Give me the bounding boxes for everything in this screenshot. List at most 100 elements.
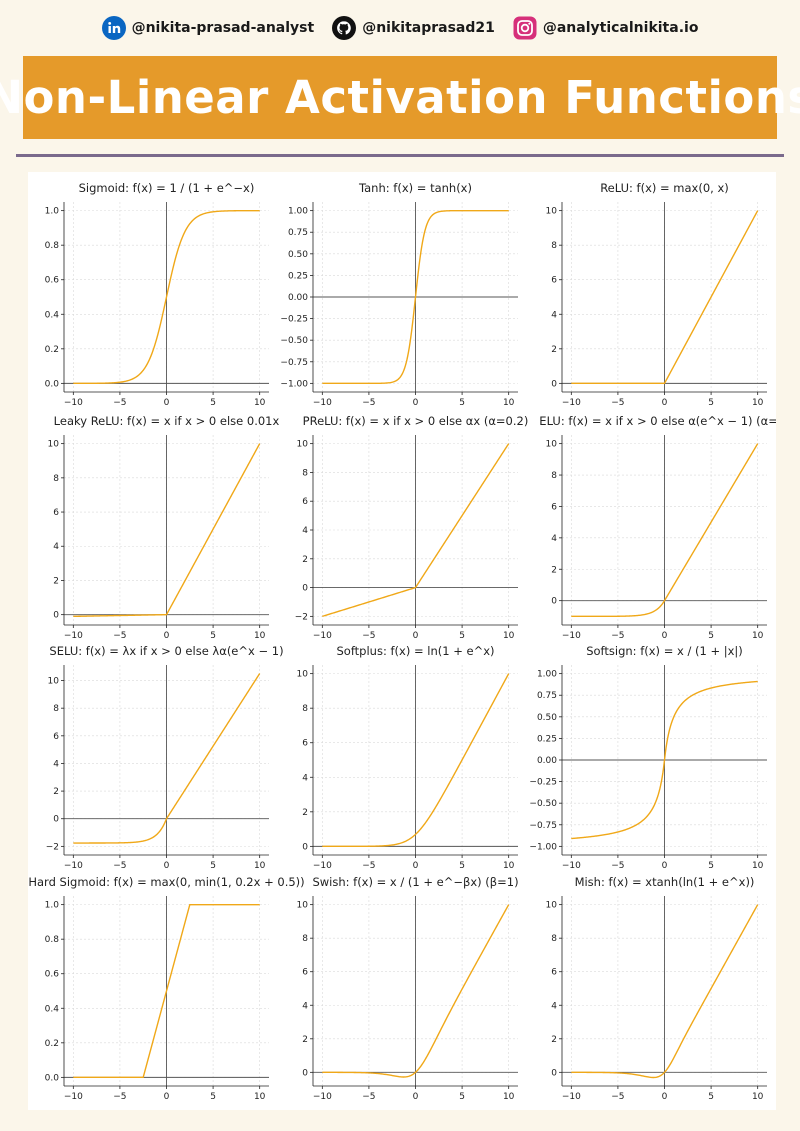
x-tick-label: 5 [708, 398, 714, 408]
y-tick-label: 4 [551, 1001, 557, 1011]
x-tick-label: 0 [164, 631, 170, 641]
x-tick-label: −5 [113, 631, 126, 641]
x-tick-label: 0 [413, 861, 419, 871]
x-tick-label: −5 [611, 398, 624, 408]
x-tick-label: −5 [362, 1092, 375, 1102]
y-tick-label: 6 [551, 276, 557, 286]
activation-curve [571, 904, 759, 1079]
x-tick-label: 5 [708, 861, 714, 871]
y-tick-label: 0.50 [288, 250, 308, 260]
instagram-link[interactable]: @analyticalnikita.io [513, 16, 698, 40]
x-tick-label: −10 [64, 1092, 83, 1102]
y-tick-label: 0.00 [288, 293, 308, 303]
activation-charts-grid: −10 −5 0 5 10 0.0 0.2 0.4 0.6 0.8 1.0 Sigmoid: f(x)… [28, 181, 776, 1102]
y-tick-label: 1.0 [45, 207, 60, 217]
y-tick-label: 0.4 [45, 1004, 60, 1014]
y-tick-label: −0.50 [280, 336, 308, 346]
y-tick-label: 4 [302, 773, 308, 783]
y-tick-label: 0.8 [45, 935, 60, 945]
chart-softplus: −10 −5 0 5 10 0 2 4 6 8 10 Softplus: f(x) = ln(1 + … [297, 644, 518, 871]
x-tick-label: −10 [313, 631, 332, 641]
page-title: Non-Linear Activation Functions [0, 71, 800, 124]
x-tick-label: −5 [362, 861, 375, 871]
y-tick-label: 4 [53, 542, 59, 552]
y-tick-label: 0 [53, 815, 59, 825]
y-tick-label: 6 [551, 968, 557, 978]
activation-curve [571, 210, 759, 385]
y-tick-label: 10 [546, 440, 558, 450]
x-tick-label: 10 [503, 861, 515, 871]
x-tick-label: 10 [503, 1092, 515, 1102]
y-tick-label: 0 [302, 1068, 308, 1078]
y-tick-label: 0.50 [537, 713, 557, 723]
y-tick-label: 8 [551, 471, 557, 481]
activation-curve [322, 209, 509, 385]
y-tick-label: 4 [302, 1001, 308, 1011]
y-tick-label: 4 [551, 534, 557, 544]
x-tick-label: 5 [210, 861, 216, 871]
chart-tanh: −10 −5 0 5 10 −1.00 −0.75 −0.50 −0.25 0.00 0.25 0.5… [280, 181, 518, 408]
y-tick-label: 6 [53, 508, 59, 518]
x-tick-label: −5 [362, 631, 375, 641]
chart-title: Hard Sigmoid: f(x) = max(0, min(1, 0.2x … [28, 875, 304, 889]
y-tick-label: 8 [302, 704, 308, 714]
y-tick-label: 0 [53, 611, 59, 621]
y-tick-label: 8 [302, 468, 308, 478]
y-tick-label: −1.00 [280, 379, 308, 389]
title-banner: Non-Linear Activation Functions [0, 56, 800, 139]
github-handle: @nikitaprasad21 [362, 20, 495, 36]
chart-title: Tanh: f(x) = tanh(x) [358, 181, 472, 195]
x-tick-label: 0 [662, 398, 668, 408]
y-tick-label: 6 [302, 968, 308, 978]
x-tick-label: 10 [254, 631, 266, 641]
linkedin-handle: @nikita-prasad-analyst [131, 20, 315, 36]
chart-prelu: −10 −5 0 5 10 −2 0 2 4 6 8 10 PReLU: f(x) = x if x >… [295, 414, 529, 641]
x-tick-label: −10 [313, 1092, 332, 1102]
y-tick-label: 0.0 [45, 1073, 60, 1083]
x-tick-label: 5 [459, 1092, 465, 1102]
y-tick-label: 0.00 [537, 756, 557, 766]
x-tick-label: 5 [210, 398, 216, 408]
y-tick-label: 0 [302, 842, 308, 852]
x-tick-label: −10 [562, 1092, 581, 1102]
chart-hard_sigmoid: −10 −5 0 5 10 0.0 0.2 0.4 0.6 0.8 1.0 Hard Sigmoid:… [28, 875, 304, 1102]
y-tick-label: −2 [295, 612, 308, 622]
y-tick-label: 4 [302, 526, 308, 536]
chart-title: ELU: f(x) = x if x > 0 else α(e^x − 1) (… [539, 414, 776, 428]
y-tick-label: 6 [551, 502, 557, 512]
x-tick-label: 5 [210, 631, 216, 641]
y-tick-label: −0.25 [280, 315, 308, 325]
y-tick-label: 1.00 [288, 207, 308, 217]
x-tick-label: −10 [562, 861, 581, 871]
activation-curve [73, 443, 261, 618]
linkedin-link[interactable]: @nikita-prasad-analyst [101, 16, 315, 40]
y-tick-label: 4 [53, 759, 59, 769]
chart-title: SELU: f(x) = λx if x > 0 else λα(e^x − 1… [49, 644, 283, 658]
activation-curve [571, 680, 758, 840]
x-tick-label: 10 [503, 631, 515, 641]
y-tick-label: 10 [297, 670, 309, 680]
chart-title: Mish: f(x) = xtanh(ln(1 + e^x)) [575, 875, 755, 889]
y-tick-label: 2 [302, 808, 308, 818]
x-tick-label: 5 [708, 1092, 714, 1102]
x-tick-label: −10 [562, 631, 581, 641]
y-tick-label: −0.75 [280, 358, 308, 368]
y-tick-label: 0.6 [45, 276, 60, 286]
y-tick-label: 6 [302, 497, 308, 507]
x-tick-label: 10 [752, 861, 764, 871]
y-tick-label: 10 [48, 677, 60, 687]
github-link[interactable]: @nikitaprasad21 [332, 16, 495, 40]
x-tick-label: 10 [503, 398, 515, 408]
x-tick-label: 5 [210, 1092, 216, 1102]
activation-curve [322, 443, 510, 618]
chart-title: Sigmoid: f(x) = 1 / (1 + e^−x) [79, 181, 255, 195]
y-tick-label: 0.2 [45, 1039, 59, 1049]
y-tick-label: 10 [546, 901, 558, 911]
chart-sigmoid: −10 −5 0 5 10 0.0 0.2 0.4 0.6 0.8 1.0 Sigmoid: f(x)… [45, 181, 269, 408]
y-tick-label: −1.00 [529, 842, 557, 852]
x-tick-label: −5 [611, 1092, 624, 1102]
x-tick-label: −5 [113, 398, 126, 408]
x-tick-label: −10 [562, 398, 581, 408]
y-tick-label: 2 [53, 787, 59, 797]
x-tick-label: 10 [254, 861, 266, 871]
